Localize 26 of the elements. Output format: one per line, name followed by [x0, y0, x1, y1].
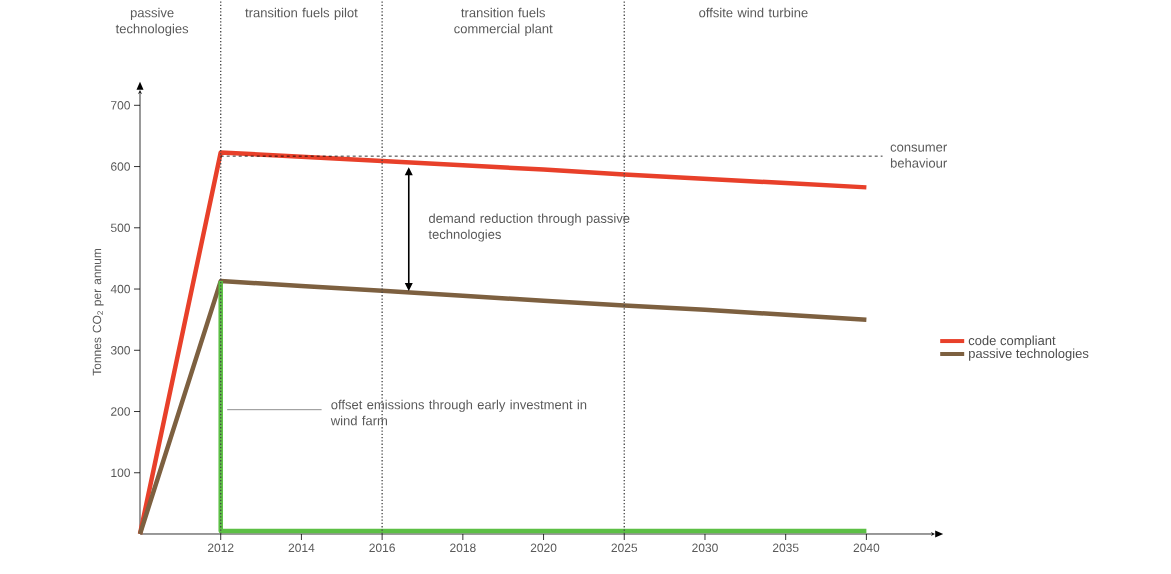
y-tick-label: 500 — [110, 223, 130, 233]
x-tick-label: 2012 — [207, 543, 234, 553]
x-tick-label: 2016 — [369, 543, 395, 553]
text: transition fuels pilot — [245, 7, 358, 20]
y-tick-label: 700 — [111, 101, 130, 110]
y-tick-label: 100 — [111, 468, 130, 477]
text: transition fuels commercial plant — [454, 7, 553, 36]
y-tick-label: 300 — [110, 346, 130, 355]
y-tick-label: 200 — [111, 407, 130, 416]
annotation: offset emissions through early investment in wind farm — [330, 399, 587, 426]
x-tick-label: 2040 — [853, 543, 880, 553]
ref-line-label: consumer behaviour — [890, 144, 947, 168]
x-tick-label: 2020 — [530, 543, 557, 553]
y-tick-label: 600 — [111, 162, 130, 171]
x-tick-label: 2014 — [288, 543, 315, 553]
legend-label: code compliant — [968, 335, 1056, 348]
annotation: demand reduction through passive technologies — [428, 213, 630, 242]
legend-label: passive technologies — [969, 348, 1089, 361]
y-tick-label: 400 — [110, 284, 130, 294]
text: passive technologies — [115, 7, 189, 36]
text: offsite wind turbine — [699, 7, 808, 18]
y-axis-title: Tonnes CO$_{2}$ per annum — [92, 248, 104, 376]
x-tick-label: 2025 — [611, 543, 638, 553]
x-tick-label: 2035 — [772, 543, 799, 553]
x-tick-label: 2018 — [450, 543, 476, 553]
x-tick-label: 2030 — [692, 543, 718, 553]
